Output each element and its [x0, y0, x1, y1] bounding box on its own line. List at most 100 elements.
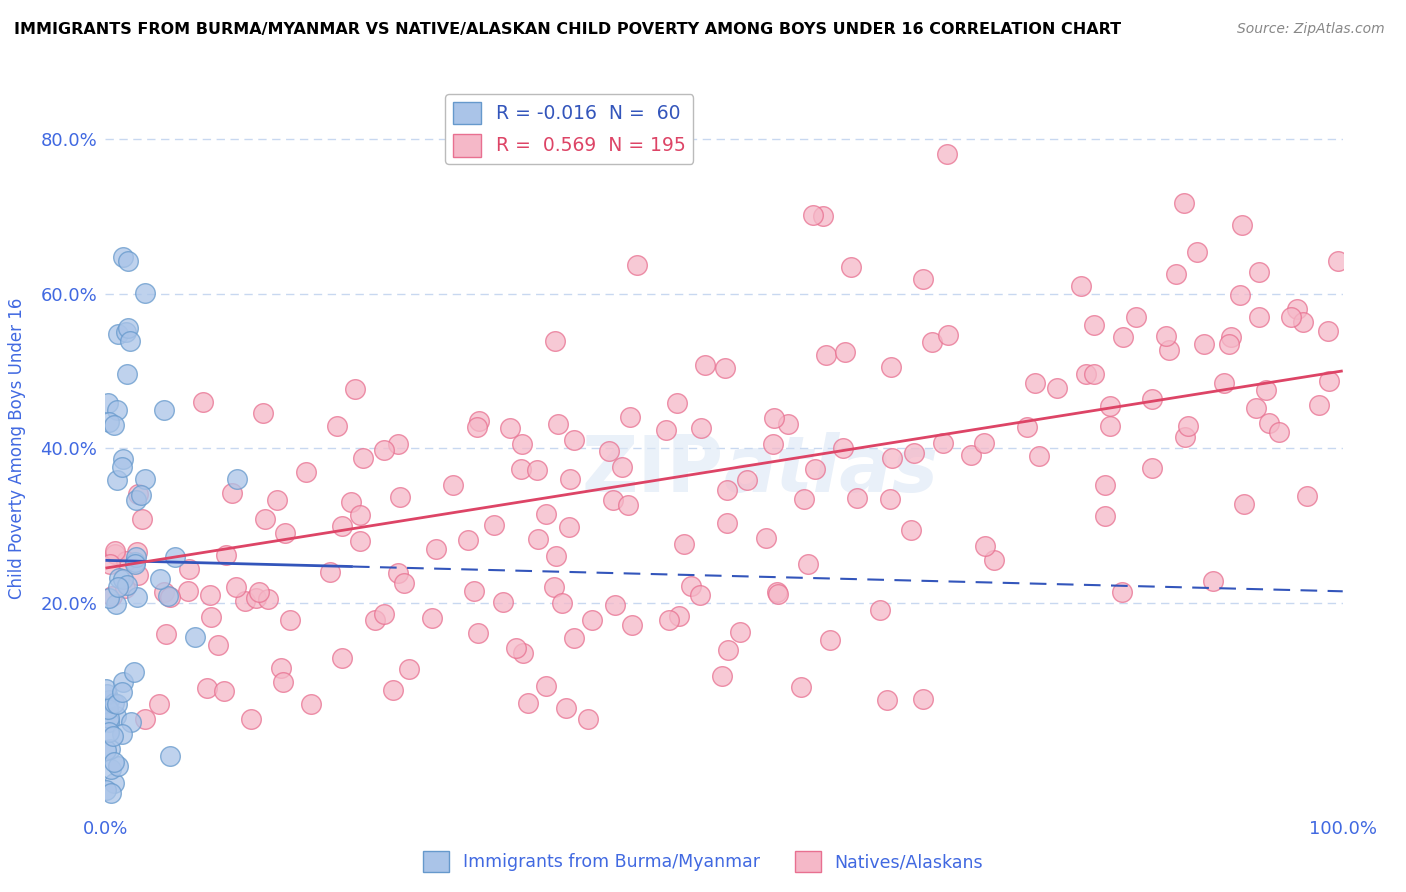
- Point: [562, 631, 585, 645]
- Point: [111, 452, 134, 467]
- Point: [1174, 430, 1197, 444]
- Point: [1094, 509, 1116, 524]
- Point: [125, 550, 148, 565]
- Point: [156, 589, 179, 603]
- Point: [814, 348, 837, 362]
- Point: [183, 630, 205, 644]
- Point: [912, 692, 935, 706]
- Point: [689, 421, 711, 435]
- Point: [974, 540, 997, 554]
- Point: [340, 495, 363, 509]
- Point: [1074, 368, 1097, 382]
- Point: [1247, 310, 1270, 324]
- Point: [382, 682, 405, 697]
- Point: [105, 698, 128, 712]
- Legend: R = -0.016  N =  60, R =  0.569  N = 195: R = -0.016 N = 60, R = 0.569 N = 195: [446, 95, 693, 164]
- Point: [846, 491, 869, 505]
- Point: [841, 260, 863, 274]
- Point: [711, 669, 734, 683]
- Point: [94, 682, 117, 697]
- Point: [394, 576, 416, 591]
- Point: [790, 680, 813, 694]
- Point: [793, 491, 815, 506]
- Point: [1218, 337, 1240, 351]
- Point: [398, 662, 420, 676]
- Point: [834, 344, 856, 359]
- Point: [107, 580, 129, 594]
- Point: [1166, 268, 1188, 282]
- Point: [124, 557, 146, 571]
- Point: [598, 443, 620, 458]
- Point: [117, 253, 139, 268]
- Point: [1154, 328, 1177, 343]
- Point: [717, 643, 740, 657]
- Point: [876, 692, 898, 706]
- Point: [1220, 330, 1243, 344]
- Point: [352, 451, 374, 466]
- Point: [1015, 420, 1038, 434]
- Point: [330, 651, 353, 665]
- Point: [96, 687, 118, 701]
- Point: [665, 396, 688, 410]
- Point: [510, 437, 533, 451]
- Point: [467, 420, 489, 434]
- Point: [762, 437, 785, 451]
- Point: [97, 714, 120, 729]
- Point: [98, 711, 121, 725]
- Point: [1083, 368, 1105, 382]
- Point: [617, 498, 640, 512]
- Point: [97, 702, 120, 716]
- Point: [389, 490, 412, 504]
- Point: [1202, 574, 1225, 588]
- Y-axis label: Child Poverty Among Boys Under 16: Child Poverty Among Boys Under 16: [8, 298, 27, 599]
- Point: [1140, 392, 1163, 406]
- Point: [1177, 418, 1199, 433]
- Point: [373, 607, 395, 621]
- Point: [534, 679, 557, 693]
- Point: [108, 571, 131, 585]
- Point: [1254, 383, 1277, 397]
- Point: [349, 508, 371, 523]
- Point: [105, 598, 128, 612]
- Point: [214, 548, 236, 562]
- Point: [621, 618, 644, 632]
- Point: [695, 358, 717, 372]
- Point: [509, 462, 531, 476]
- Legend: Immigrants from Burma/Myanmar, Natives/Alaskans: Immigrants from Burma/Myanmar, Natives/A…: [416, 844, 990, 879]
- Point: [505, 641, 527, 656]
- Point: [801, 208, 824, 222]
- Point: [1247, 265, 1270, 279]
- Point: [1317, 324, 1340, 338]
- Point: [879, 359, 901, 374]
- Point: [762, 411, 785, 425]
- Point: [1125, 310, 1147, 325]
- Point: [107, 327, 129, 342]
- Point: [713, 361, 735, 376]
- Point: [576, 712, 599, 726]
- Point: [517, 696, 540, 710]
- Point: [193, 395, 215, 409]
- Point: [1173, 195, 1195, 210]
- Point: [534, 507, 557, 521]
- Point: [100, 762, 122, 776]
- Point: [127, 568, 149, 582]
- Point: [903, 446, 925, 460]
- Point: [247, 585, 270, 599]
- Point: [882, 450, 904, 465]
- Point: [94, 743, 117, 757]
- Point: [94, 783, 117, 797]
- Point: [512, 646, 534, 660]
- Point: [98, 591, 121, 606]
- Point: [526, 463, 548, 477]
- Point: [1028, 450, 1050, 464]
- Point: [163, 550, 186, 565]
- Point: [1296, 489, 1319, 503]
- Point: [869, 603, 891, 617]
- Point: [1230, 219, 1253, 233]
- Point: [111, 459, 134, 474]
- Point: [111, 674, 134, 689]
- Point: [1229, 288, 1251, 302]
- Point: [912, 272, 935, 286]
- Point: [117, 321, 139, 335]
- Point: [547, 417, 569, 432]
